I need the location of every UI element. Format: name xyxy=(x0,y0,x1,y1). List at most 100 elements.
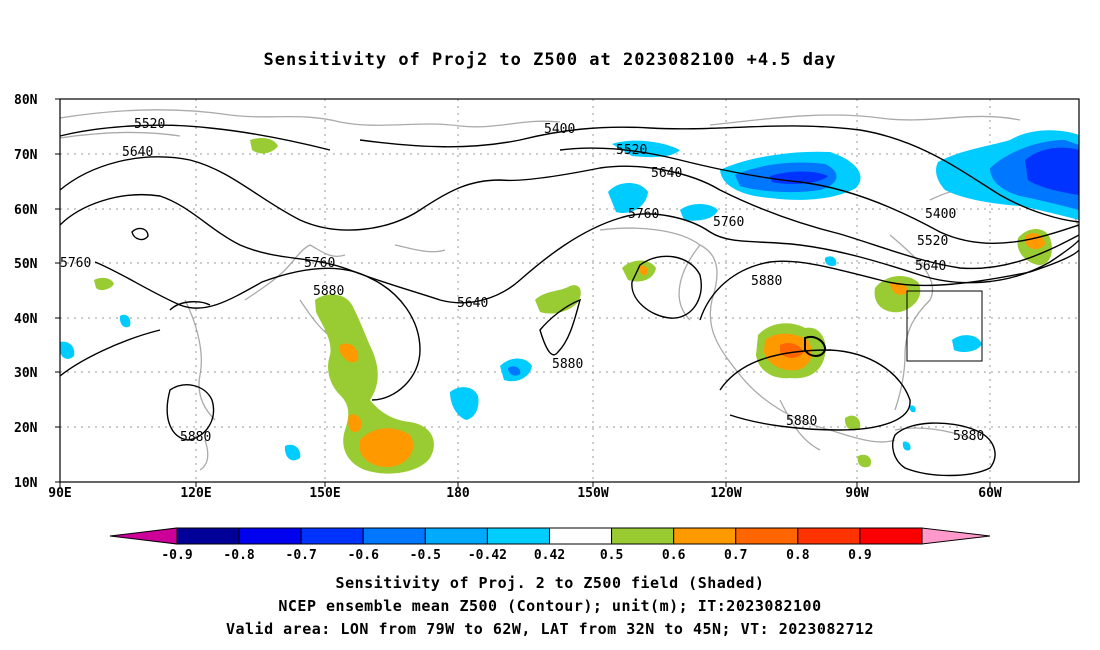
colorbar-label: 0.8 xyxy=(786,548,810,563)
lat-label: 30N xyxy=(14,366,38,381)
colorbar-swatch xyxy=(362,527,426,545)
contour-label: 5640 xyxy=(457,296,488,311)
lon-label: 120W xyxy=(710,486,741,501)
positive-area xyxy=(360,428,414,468)
contour-label: 5640 xyxy=(651,166,682,181)
contour-ridge-east xyxy=(719,349,911,431)
positive-area xyxy=(844,415,861,431)
positive-area xyxy=(315,294,434,474)
colorbar-swatch xyxy=(735,527,799,545)
contour-5640 xyxy=(59,156,1080,270)
contour-5520 xyxy=(59,124,1080,244)
contour-trough-pacific xyxy=(631,255,702,319)
negative-sensitivity-areas xyxy=(60,130,1079,461)
negative-area xyxy=(824,256,837,267)
colorbar-low-arrow xyxy=(109,527,178,545)
valid-area-box xyxy=(906,290,983,362)
negative-area xyxy=(680,204,718,221)
positive-area xyxy=(94,277,114,291)
contour-labels: 5520 5640 5400 5520 5640 5760 5760 5400 … xyxy=(60,117,984,445)
contour-label: 5760 xyxy=(304,256,335,271)
contour-label: 5760 xyxy=(628,207,659,222)
colorbar-label: -0.8 xyxy=(223,548,254,563)
contour-5880-west xyxy=(166,384,215,441)
colorbar-swatch xyxy=(300,527,364,545)
colorbar-swatch xyxy=(797,527,861,545)
caption-line-1: Sensitivity of Proj. 2 to Z500 field (Sh… xyxy=(335,574,765,592)
positive-area xyxy=(348,414,362,433)
contour-label: 5760 xyxy=(60,256,91,271)
lat-label: 10N xyxy=(14,476,38,491)
colorbar-high-arrow xyxy=(921,527,991,545)
lon-label: 150E xyxy=(309,486,340,501)
colorbar-label: 0.7 xyxy=(724,548,747,563)
contour-label: 5880 xyxy=(552,357,583,372)
colorbar-label: 0.5 xyxy=(600,548,623,563)
lat-label: 50N xyxy=(14,257,38,272)
negative-area xyxy=(612,140,680,158)
contour-label: 5760 xyxy=(713,215,744,230)
positive-area xyxy=(622,260,656,282)
colorbar-label: -0.42 xyxy=(468,548,507,563)
colorbar-swatch xyxy=(238,527,302,545)
contour-label: 5520 xyxy=(616,143,647,158)
contour-5880 xyxy=(59,249,1080,401)
lon-label: 150W xyxy=(577,486,608,501)
contour-label: 5880 xyxy=(786,414,817,429)
positive-area xyxy=(780,342,804,358)
colorbar-swatch xyxy=(486,527,550,545)
caption-line-2: NCEP ensemble mean Z500 (Contour); unit(… xyxy=(278,597,822,615)
colorbar-swatch xyxy=(176,527,240,545)
negative-area xyxy=(60,341,75,359)
lon-label: 90E xyxy=(48,486,71,501)
negative-area xyxy=(608,183,648,214)
colorbar-label: 0.6 xyxy=(662,548,686,563)
contour-label: 5640 xyxy=(122,145,153,160)
negative-area xyxy=(1025,147,1079,195)
lat-label: 20N xyxy=(14,421,38,436)
colorbar: -0.9 -0.8 -0.7 -0.6 -0.5 -0.42 0.42 0.5 0.6 0.7 0.… xyxy=(109,527,991,563)
contour-label: 5400 xyxy=(925,207,956,222)
colorbar-swatch xyxy=(424,527,488,545)
lon-label: 120E xyxy=(180,486,211,501)
lon-label: 180 xyxy=(446,486,470,501)
lat-label: 70N xyxy=(14,148,38,163)
colorbar-label: -0.5 xyxy=(410,548,441,563)
lat-label: 80N xyxy=(14,93,38,108)
contour-label: 5520 xyxy=(917,234,948,249)
colorbar-label: -0.7 xyxy=(286,548,317,563)
positive-area xyxy=(535,285,581,314)
contour-label: 5880 xyxy=(751,274,782,289)
z500-contours xyxy=(59,124,1080,477)
contour-label: 5880 xyxy=(180,430,211,445)
contour-high-mex xyxy=(804,336,827,357)
caption-line-3: Valid area: LON from 79W to 62W, LAT fro… xyxy=(225,620,875,638)
negative-area xyxy=(902,441,911,451)
longitude-labels: 90E 120E 150E 180 150W 120W 90W 60W xyxy=(48,486,1002,501)
negative-area xyxy=(508,366,521,376)
negative-area xyxy=(952,335,982,352)
colorbar-swatch xyxy=(673,527,737,545)
positive-area xyxy=(639,265,648,276)
contour-high-west xyxy=(131,227,149,241)
contour-label: 5640 xyxy=(915,259,946,274)
contour-5880-low xyxy=(539,298,582,356)
negative-area xyxy=(284,444,301,461)
colorbar-label: 0.9 xyxy=(848,548,871,563)
contour-5880-carib xyxy=(892,422,996,477)
colorbar-swatch xyxy=(549,527,613,545)
colorbar-label: -0.6 xyxy=(348,548,379,563)
positive-area xyxy=(340,343,359,363)
colorbar-label: 0.42 xyxy=(534,548,565,563)
positive-area xyxy=(890,282,908,295)
negative-area xyxy=(909,405,916,413)
colorbar-label: -0.9 xyxy=(161,548,192,563)
figure-title: Sensitivity of Proj2 to Z500 at 20230821… xyxy=(263,50,837,70)
contour-5400 xyxy=(359,125,1080,223)
latitude-labels: 80N 70N 60N 50N 40N 30N 20N 10N xyxy=(14,93,38,491)
contour-label: 5400 xyxy=(544,122,575,137)
contour-label: 5520 xyxy=(134,117,165,132)
lon-label: 60W xyxy=(978,486,1002,501)
colorbar-swatch xyxy=(611,527,675,545)
